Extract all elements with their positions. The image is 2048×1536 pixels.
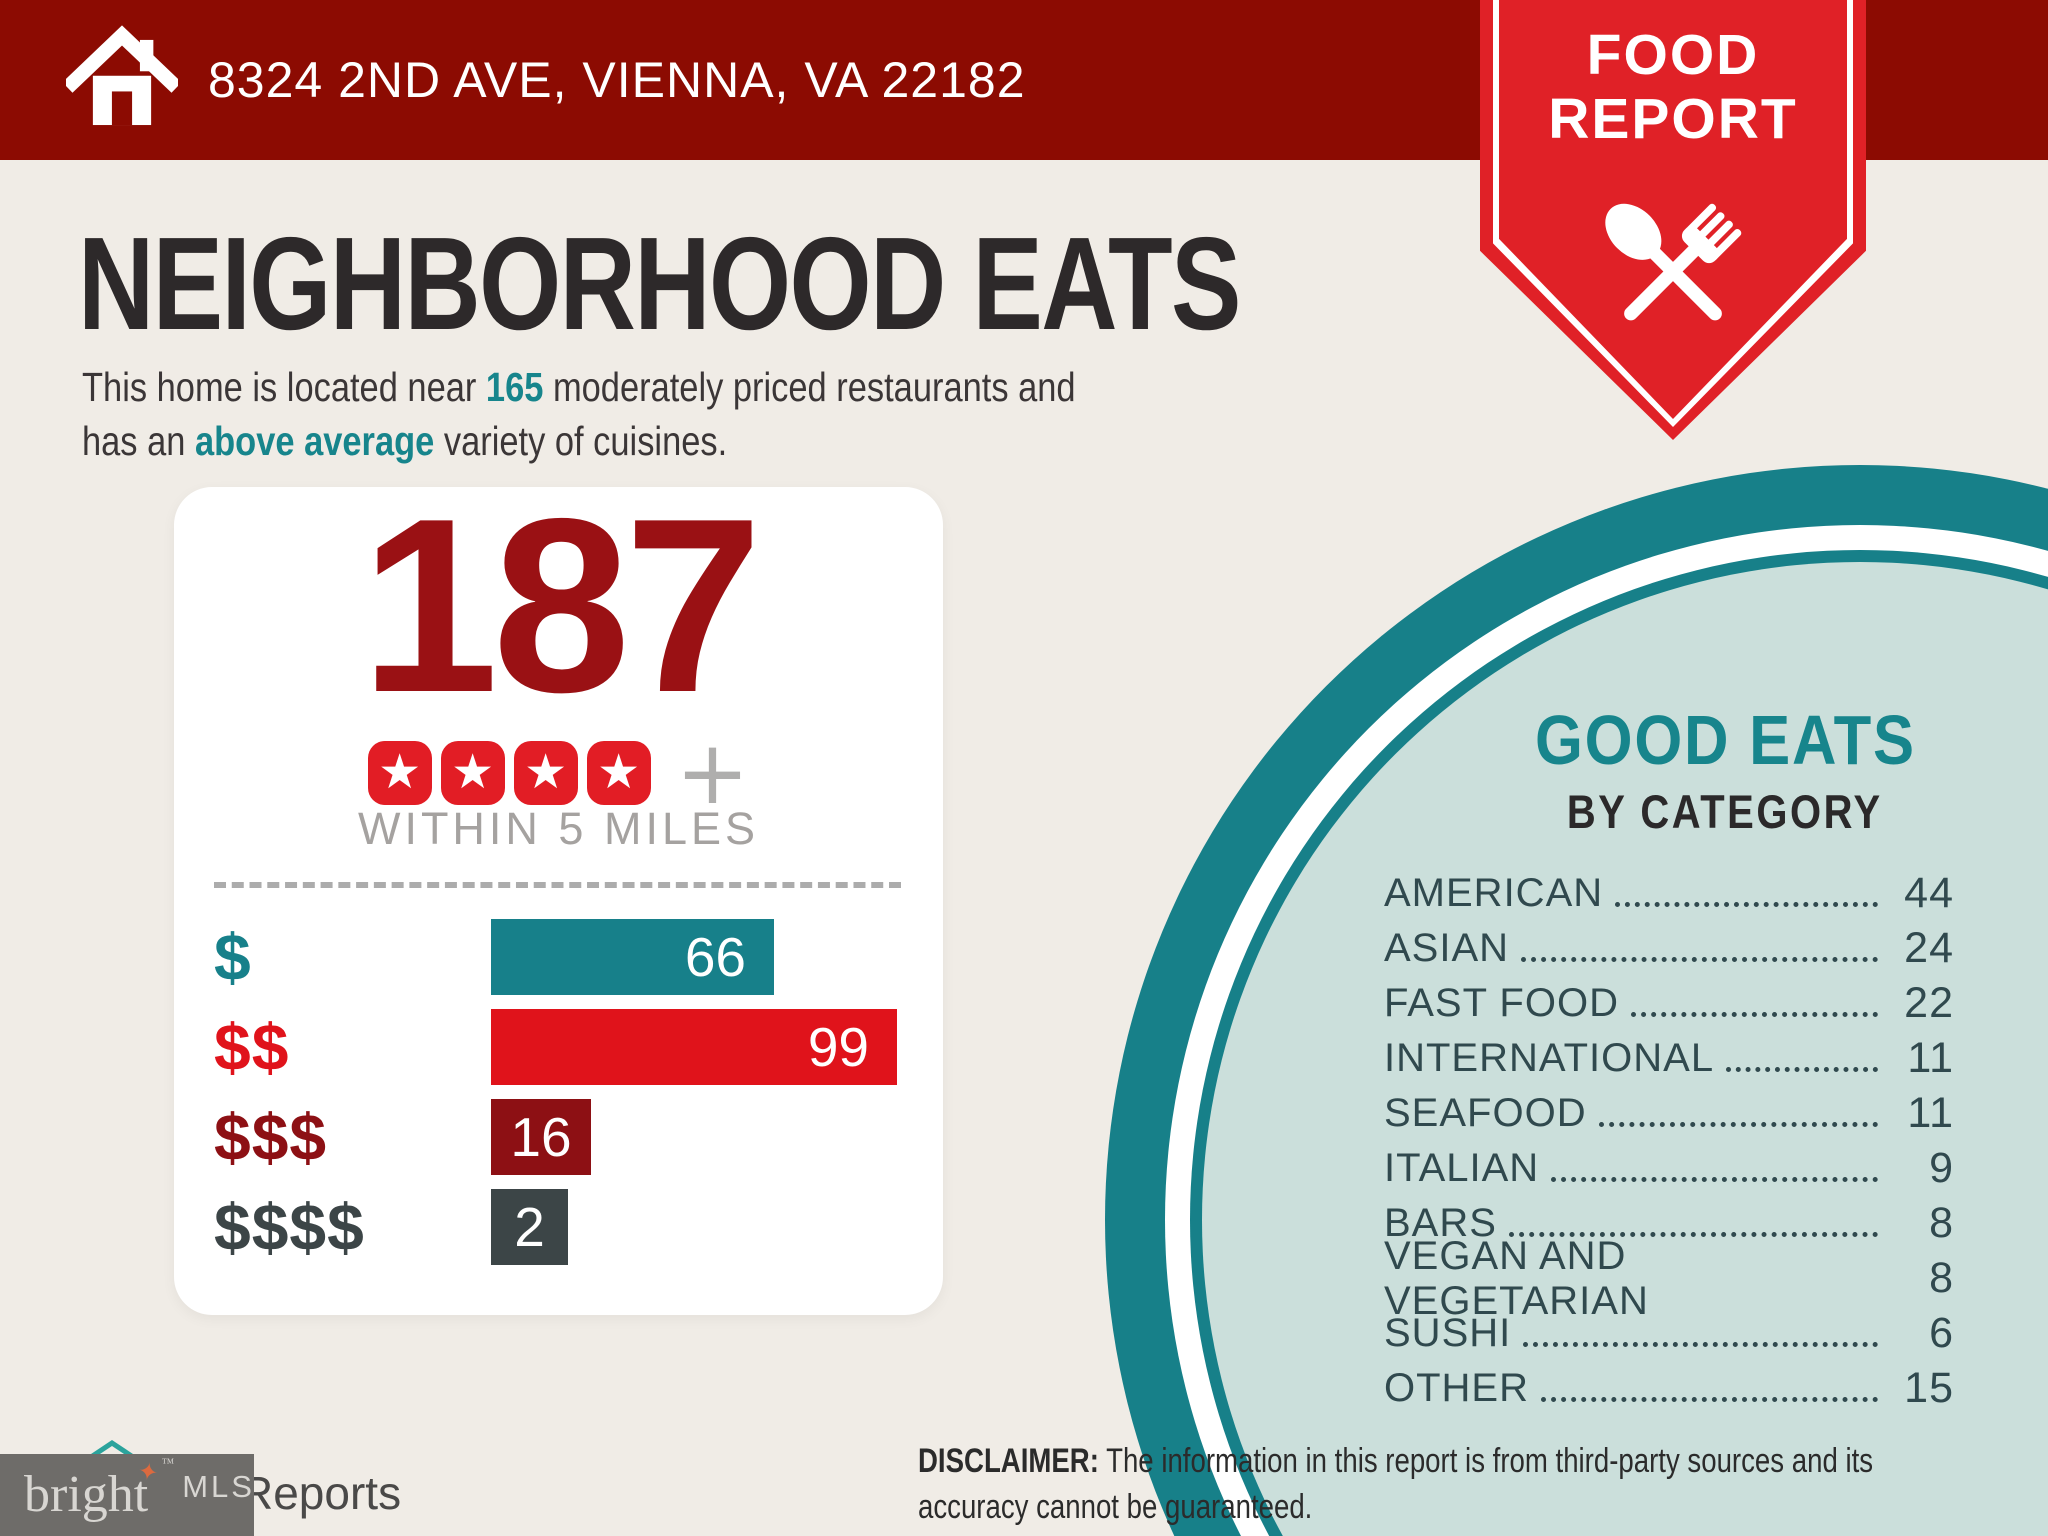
disclaimer: DISCLAIMER: The information in this repo…: [918, 1438, 1873, 1530]
disclaimer-label: DISCLAIMER:: [918, 1442, 1099, 1480]
dot-leader: [1726, 1067, 1878, 1072]
radius-caption: WITHIN 5 MILES: [357, 803, 760, 854]
price-tier-label: $$: [214, 1010, 290, 1084]
dot-leader: [1523, 1342, 1878, 1347]
price-tier-label: $: [214, 920, 252, 994]
price-row-3: $$$ 16: [214, 1099, 903, 1175]
dashed-divider: [214, 882, 901, 888]
good-eats-title: GOOD EATS: [1534, 701, 1916, 779]
good-eats-header: GOOD EATS BY CATEGORY: [1400, 700, 2048, 839]
disclaimer-line1: DISCLAIMER: The information in this repo…: [918, 1442, 1874, 1480]
dot-leader: [1615, 902, 1878, 907]
price-row-4: $$$$ 2: [214, 1189, 903, 1265]
dot-leader: [1551, 1177, 1878, 1182]
price-bar: 2: [491, 1189, 568, 1265]
category-row-sushi: SUSHI 6: [1384, 1306, 1954, 1361]
badge-title-line1: FOOD: [1586, 23, 1760, 87]
category-label: AMERICAN: [1384, 871, 1604, 915]
category-row-asian: ASIAN 24: [1384, 921, 1954, 976]
roof-icon: [88, 1440, 136, 1456]
category-value: 6: [1929, 1309, 1954, 1357]
price-bar-value: 99: [807, 1016, 869, 1078]
property-address: 8324 2ND AVE, VIENNA, VA 22182: [208, 52, 1026, 108]
price-tier-label: $$$: [214, 1100, 328, 1174]
trademark-symbol: ™: [161, 1455, 175, 1470]
intro-text: This home is located near 165 moderately…: [82, 360, 1076, 468]
brand-suffix: MLS: [182, 1469, 255, 1504]
price-bar-value: 66: [684, 926, 746, 988]
restaurant-count: 165: [485, 364, 544, 410]
good-eats-subtitle: BY CATEGORY: [1567, 785, 1883, 838]
category-row-bars: BARS 8: [1384, 1196, 1954, 1251]
category-row-international: INTERNATIONAL 11: [1384, 1031, 1954, 1086]
price-bar-value: 2: [514, 1196, 545, 1258]
spoon-fork-icon: [1605, 203, 1742, 321]
category-value: 8: [1929, 1199, 1954, 1247]
category-label: FAST FOOD: [1384, 981, 1619, 1025]
category-value: 24: [1904, 924, 1954, 972]
category-value: 11: [1907, 1089, 1954, 1137]
price-bar-chart: $ 66 $$ 99 $$$ 16 $$$$ 2: [214, 919, 903, 1279]
category-value: 44: [1904, 869, 1954, 917]
dot-leader: [1541, 1397, 1878, 1402]
disclaimer-line2: accuracy cannot be guaranteed.: [918, 1488, 1313, 1527]
price-row-1: $ 66: [214, 919, 903, 995]
category-row-italian: ITALIAN 9: [1384, 1141, 1954, 1196]
price-bar: 66: [491, 919, 774, 995]
category-list: AMERICAN 44 ASIAN 24 FAST FOOD 22 INTERNATI…: [1384, 866, 1954, 1416]
dot-leader: [1630, 1012, 1878, 1017]
plus-icon: +: [675, 721, 750, 824]
total-restaurants: 187: [360, 466, 763, 744]
star-rating: ★ ★ ★ ★ +: [174, 729, 943, 817]
intro-line2: has an above average variety of cuisines…: [82, 418, 728, 465]
category-row-seafood: SEAFOOD 11: [1384, 1086, 1954, 1141]
category-value: 15: [1904, 1364, 1954, 1412]
price-bar: 16: [491, 1099, 591, 1175]
category-label: OTHER: [1384, 1366, 1529, 1410]
category-value: 11: [1907, 1034, 1954, 1082]
star-icon: ★: [367, 741, 432, 805]
category-value: 8: [1929, 1254, 1954, 1302]
price-bar: 99: [491, 1009, 897, 1085]
dot-leader: [1521, 957, 1878, 962]
category-value: 9: [1929, 1144, 1954, 1192]
category-label: ITALIAN: [1384, 1146, 1540, 1190]
dot-leader: [1508, 1232, 1878, 1237]
intro-line1: This home is located near 165 moderately…: [82, 364, 1076, 410]
bright-mls-logo: bright ✦ ™ MLS: [0, 1454, 254, 1536]
price-tier-label: $$$$: [214, 1190, 365, 1264]
star-icon: ★: [440, 741, 505, 805]
category-label: SEAFOOD: [1384, 1091, 1587, 1135]
category-label: ASIAN: [1384, 926, 1510, 970]
home-icon: [66, 25, 178, 126]
restaurant-summary-card: 187 ★ ★ ★ ★ + WITHIN 5 MILES $ 66 $$ 99 $$$ …: [174, 481, 943, 1315]
sparkle-icon: ✦: [135, 1456, 161, 1488]
price-bar-value: 16: [510, 1106, 572, 1168]
food-report-badge: FOOD REPORT: [1480, 0, 1866, 440]
category-value: 22: [1904, 979, 1954, 1027]
brand-wordmark: bright ✦ ™: [24, 1455, 175, 1523]
category-label: BARS: [1384, 1201, 1497, 1245]
page-title: NEIGHBORHOOD EATS: [78, 210, 1241, 357]
variety-highlight: above average: [194, 418, 435, 465]
category-row-other: OTHER 15: [1384, 1361, 1954, 1416]
category-row-fast-food: FAST FOOD 22: [1384, 976, 1954, 1031]
category-row-vegan: VEGAN AND VEGETARIAN 8: [1384, 1234, 1954, 1323]
dot-leader: [1598, 1122, 1878, 1127]
star-icon: ★: [586, 741, 651, 805]
price-row-2: $$ 99: [214, 1009, 903, 1085]
badge-title-line2: REPORT: [1548, 86, 1798, 151]
badge-title: FOOD REPORT: [1480, 23, 1866, 152]
category-label: SUSHI: [1384, 1311, 1512, 1355]
category-row-american: AMERICAN 44: [1384, 866, 1954, 921]
category-label: VEGAN AND VEGETARIAN: [1384, 1233, 1649, 1323]
star-icon: ★: [513, 741, 578, 805]
category-label: INTERNATIONAL: [1384, 1036, 1715, 1080]
reports-watermark: Reports: [240, 1467, 402, 1519]
